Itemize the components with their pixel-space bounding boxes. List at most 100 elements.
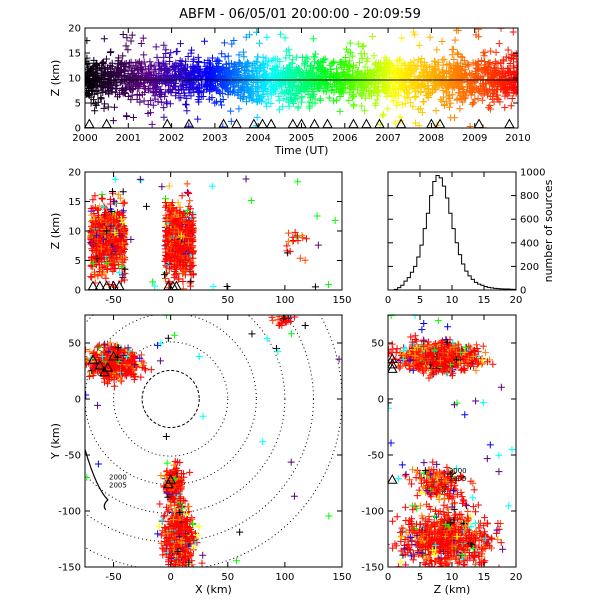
source-point: [86, 372, 94, 380]
source-point: [87, 80, 95, 88]
source-point: [165, 233, 173, 241]
source-point: [227, 107, 235, 115]
x-tick-label: 2004: [245, 133, 270, 144]
source-point: [360, 42, 368, 50]
source-point: [434, 58, 442, 66]
source-point: [187, 205, 195, 213]
source-point: [168, 213, 176, 221]
source-point: [161, 271, 169, 279]
source-point: [176, 259, 184, 267]
source-point: [188, 261, 196, 269]
source-point: [501, 104, 509, 112]
source-point: [189, 247, 197, 255]
source-point: [167, 203, 175, 211]
source-point: [405, 89, 413, 97]
source-point: [504, 46, 512, 54]
source-point: [160, 104, 168, 112]
source-point: [403, 69, 411, 77]
source-point: [212, 86, 220, 94]
source-point: [161, 257, 169, 265]
source-point: [260, 68, 268, 76]
source-point: [136, 91, 144, 99]
source-point: [392, 85, 400, 93]
source-point: [446, 67, 454, 75]
source-point: [474, 60, 482, 68]
source-point: [154, 98, 162, 106]
source-point: [229, 87, 237, 95]
source-point: [500, 87, 508, 95]
source-point: [200, 88, 207, 96]
source-point: [119, 30, 127, 38]
source-point: [98, 256, 106, 264]
source-point: [321, 67, 329, 75]
source-point: [144, 100, 152, 108]
source-point: [162, 214, 170, 222]
source-point: [342, 60, 350, 68]
source-point: [180, 473, 188, 481]
source-point: [238, 75, 246, 83]
source-point: [358, 54, 366, 62]
source-point: [432, 107, 440, 115]
source-point: [161, 92, 169, 100]
source-point: [102, 55, 110, 63]
source-point: [443, 60, 451, 68]
source-point: [160, 41, 168, 49]
source-point: [187, 263, 195, 271]
source-point: [110, 255, 118, 263]
source-point: [137, 373, 145, 381]
source-point: [181, 66, 189, 74]
source-point: [164, 206, 172, 214]
source-point: [170, 79, 178, 87]
source-point: [129, 113, 137, 121]
source-point: [139, 82, 147, 90]
source-point: [380, 110, 388, 118]
source-point: [333, 96, 341, 104]
source-point: [179, 270, 187, 278]
source-point: [472, 70, 480, 78]
source-point: [389, 97, 397, 105]
source-point: [171, 487, 179, 495]
source-point: [197, 93, 205, 101]
source-point: [406, 66, 414, 74]
source-point: [412, 93, 420, 101]
source-point: [100, 341, 108, 349]
source-point: [256, 96, 264, 104]
x-tick-label: 2008: [419, 133, 444, 144]
source-point: [89, 259, 97, 267]
x-tick-label: 100: [275, 295, 294, 306]
source-point: [172, 72, 180, 80]
source-point: [248, 61, 256, 69]
source-point: [277, 30, 284, 38]
source-point: [224, 91, 232, 99]
source-point: [188, 220, 196, 228]
source-point: [173, 458, 181, 466]
source-point: [93, 254, 101, 262]
source-point: [274, 55, 282, 63]
source-point: [278, 69, 286, 77]
source-point: [184, 77, 192, 85]
source-point: [392, 86, 400, 94]
source-point: [362, 86, 370, 94]
source-point: [151, 92, 159, 100]
source-point: [456, 85, 464, 93]
source-point: [288, 96, 296, 104]
source-point: [122, 42, 130, 50]
source-point: [90, 96, 98, 104]
source-point: [255, 39, 263, 47]
source-point: [438, 38, 446, 46]
source-point: [167, 49, 175, 57]
source-point: [99, 89, 107, 97]
source-point: [118, 84, 126, 92]
source-point: [303, 235, 311, 243]
source-point: [358, 102, 366, 110]
source-point: [268, 56, 276, 64]
source-point: [221, 53, 229, 61]
source-point: [181, 100, 189, 108]
source-point: [217, 97, 225, 105]
source-point: [259, 92, 267, 100]
source-point: [301, 88, 309, 96]
source-point: [98, 59, 106, 67]
source-point: [164, 237, 172, 245]
